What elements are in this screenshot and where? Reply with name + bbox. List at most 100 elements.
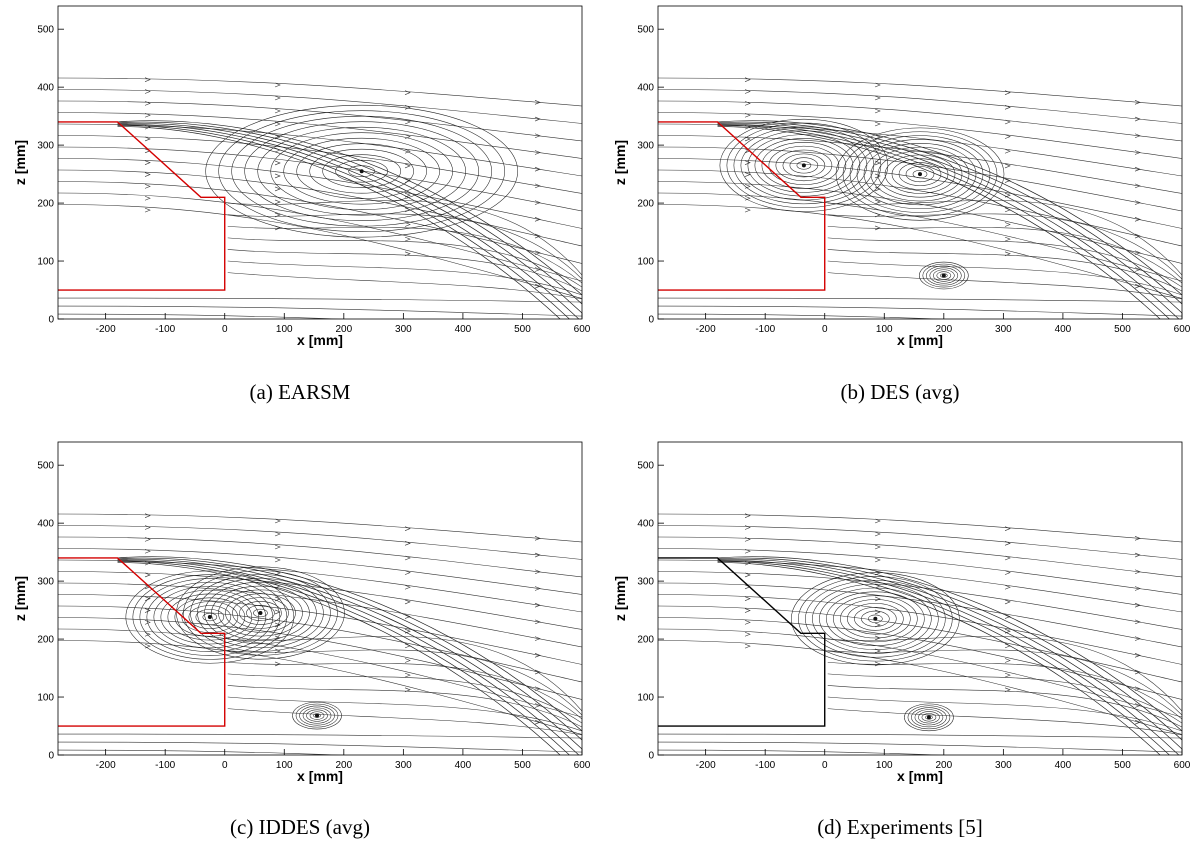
streamline <box>658 305 1182 317</box>
shear-layer-line <box>117 125 570 319</box>
vortex-ring <box>322 154 401 188</box>
shear-layer-line <box>117 562 561 755</box>
flow-arrow <box>874 609 881 615</box>
vortex-ring <box>195 609 225 626</box>
y-tick-label: 200 <box>37 199 54 210</box>
x-tick-label: -200 <box>696 760 716 771</box>
y-tick-label: 0 <box>648 751 654 762</box>
plot-frame <box>657 441 1183 756</box>
flow-arrow <box>274 531 281 537</box>
flow-arrow <box>144 207 151 213</box>
flow-arrow <box>1004 599 1011 605</box>
y-tick-label: 0 <box>648 315 654 326</box>
flow-arrow <box>144 537 151 542</box>
flow-arrow <box>534 686 541 692</box>
shear-layer-line <box>717 126 1161 319</box>
streamlines-group <box>658 513 1182 755</box>
streamline <box>58 192 582 282</box>
flow-arrow <box>534 250 541 256</box>
flow-arrow <box>534 267 541 272</box>
y-axis-label: z [mm] <box>612 576 628 621</box>
vortex-ring <box>733 126 875 205</box>
wake-line <box>827 661 1182 720</box>
shear-layer-line <box>717 556 1182 732</box>
vortex-ring <box>911 707 947 728</box>
vortex-ring <box>782 153 826 178</box>
flow-arrow <box>534 619 541 625</box>
flow-arrow <box>404 658 411 663</box>
flow-arrow <box>744 112 751 118</box>
vortex-ring <box>231 115 492 227</box>
wake-line <box>827 260 1182 296</box>
plot-frame <box>57 441 583 756</box>
shear-layer-line <box>717 558 1182 750</box>
streamline <box>58 594 582 665</box>
shear-layer-line <box>717 121 1182 305</box>
flow-arrow <box>274 108 281 114</box>
y-tick-label: 200 <box>637 635 654 646</box>
streamline <box>658 741 1182 753</box>
wake-line <box>227 237 582 288</box>
y-tick-label: 100 <box>37 257 54 268</box>
flow-arrow <box>1134 686 1141 692</box>
flow-arrow <box>1134 586 1141 591</box>
body-outline <box>658 557 826 727</box>
streamline <box>658 135 1182 194</box>
wake-line <box>827 249 1182 292</box>
x-tick-label: 400 <box>1055 760 1072 771</box>
wake-line <box>827 636 1182 712</box>
streamline <box>658 733 1182 739</box>
flow-arrow <box>1134 636 1141 641</box>
vortex-ring <box>919 261 969 290</box>
streamline <box>658 628 1182 718</box>
x-tick-label: -100 <box>755 324 775 335</box>
vortex-ring <box>253 608 268 618</box>
flow-arrow <box>144 608 151 613</box>
x-axis-label: x [mm] <box>897 768 943 784</box>
flow-arrow <box>874 173 881 179</box>
flow-arrow <box>1134 552 1141 558</box>
flow-arrow <box>144 513 151 518</box>
x-tick-label: 500 <box>1114 324 1131 335</box>
streamline-plot-a: -200 -100 0 100 200 300 400 500 600 0 100 200 300 400… <box>12 5 591 348</box>
flow-arrow <box>534 536 541 541</box>
vortex-ring <box>833 595 918 643</box>
shear-layer-line <box>717 560 1180 755</box>
flow-arrow <box>274 160 281 166</box>
flow-arrow <box>744 525 751 530</box>
flow-arrow <box>144 89 151 94</box>
streamline <box>58 100 582 142</box>
streamline <box>58 135 582 194</box>
x-tick-label: 300 <box>995 760 1012 771</box>
wake-line <box>827 696 1182 732</box>
vortex-core <box>918 172 922 177</box>
flow-arrow <box>874 186 881 192</box>
flow-arrow <box>274 609 281 615</box>
y-tick-label: 300 <box>37 577 54 588</box>
y-tick-label: 300 <box>637 141 654 152</box>
streamline <box>658 192 1182 282</box>
streamline <box>658 297 1182 303</box>
streamline <box>658 525 1182 560</box>
flow-arrow <box>534 719 541 725</box>
flow-arrow <box>144 172 151 177</box>
vortex-ring <box>907 705 951 730</box>
vortex-ring <box>188 605 232 629</box>
x-tick-label: -200 <box>96 760 116 771</box>
flow-arrow <box>534 166 541 172</box>
streamline <box>658 617 1182 700</box>
flow-arrow <box>534 669 541 675</box>
vortex-ring <box>812 583 939 654</box>
flow-arrow <box>534 586 541 591</box>
vortex-ring <box>926 265 962 286</box>
vortex-ring <box>167 593 253 641</box>
vortex-ring <box>863 143 977 206</box>
vortex-ring <box>740 130 868 201</box>
shear-layer-line <box>117 120 582 296</box>
streamline <box>658 100 1182 142</box>
vortex-ring <box>929 267 959 284</box>
shear-layer-line <box>717 561 1170 755</box>
flow-arrow <box>744 184 751 189</box>
flow-arrow <box>274 544 281 550</box>
shear-layer-line <box>117 121 582 305</box>
